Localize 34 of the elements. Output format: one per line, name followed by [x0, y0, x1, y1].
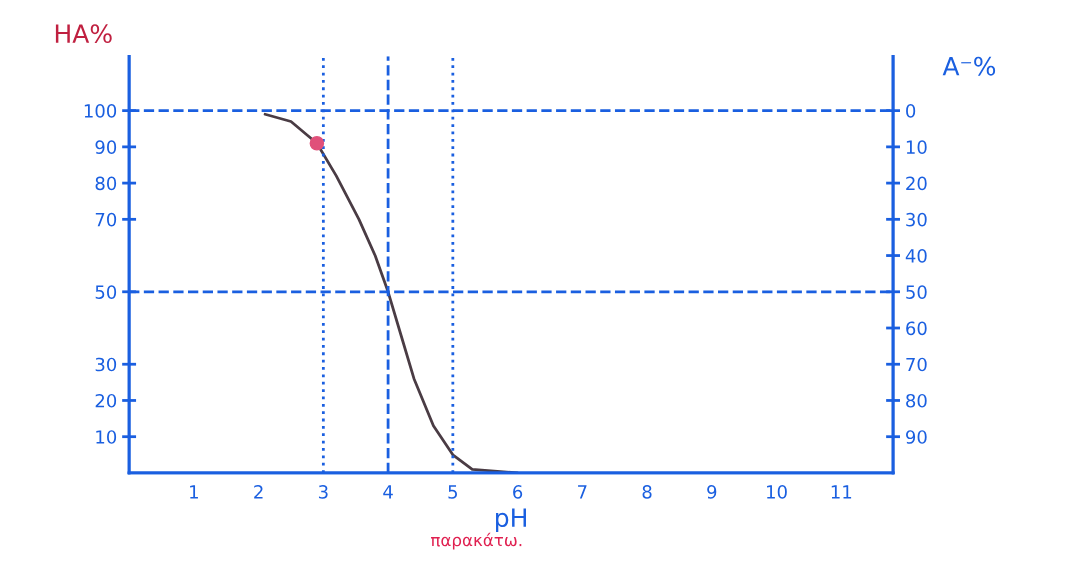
y-tick-label: 30 [95, 357, 117, 372]
x-tick-label: 3 [318, 485, 328, 499]
y-tick-label: 20 [95, 393, 117, 408]
y-tick-label: 80 [95, 176, 117, 191]
y2-tick-label: 10 [906, 140, 927, 154]
y2-tick-label: 80 [906, 393, 927, 408]
x-tick-label: 5 [448, 485, 457, 499]
x-tick-label: 2 [254, 485, 263, 499]
y2-tick-label: 70 [906, 357, 927, 372]
line-series [263, 112, 519, 473]
x-tick-label: 7 [578, 485, 587, 499]
x-tick-label: 1 [190, 485, 198, 499]
y-axis-title: HA% [55, 24, 112, 44]
x-tick-label: 10 [767, 485, 787, 499]
y-tick-label: 100 [84, 104, 117, 118]
x-tick-label: 8 [642, 485, 652, 499]
text: παρακάτω. [431, 532, 522, 550]
y2-tick-label: 90 [906, 430, 927, 444]
y2-tick-label: 60 [906, 321, 927, 336]
x-tick-label: 11 [831, 485, 852, 499]
y-tick-label: 10 [96, 430, 117, 444]
y2-tick-label: 0 [906, 104, 916, 118]
y-tick-label: 50 [95, 285, 117, 299]
x-tick-label: 4 [383, 485, 393, 499]
y2-tick-label: 40 [905, 249, 927, 263]
x-tick-label: 9 [707, 485, 717, 499]
x-tick-label: 6 [513, 485, 523, 499]
y2-tick-label: 30 [906, 212, 927, 227]
y2-tick-label: 50 [906, 285, 927, 299]
x-axis-title: pH [496, 508, 526, 532]
y2-axis-title: A⁻% [942, 56, 996, 76]
y-tick-label: 90 [95, 140, 117, 154]
y-tick-label: 70 [95, 212, 117, 227]
y2-tick-label: 20 [906, 176, 927, 191]
